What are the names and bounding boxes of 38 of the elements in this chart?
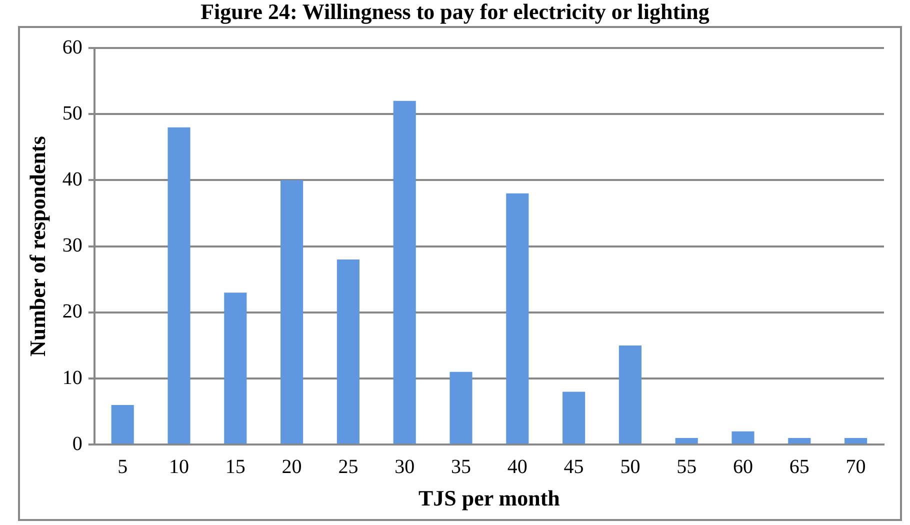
- x-axis-title: TJS per month: [418, 485, 560, 510]
- x-tick-label: 45: [564, 456, 584, 478]
- y-tick-label: 50: [62, 102, 82, 124]
- x-tick-label: 40: [507, 456, 528, 478]
- x-tick-label: 50: [620, 456, 640, 478]
- bar: [732, 431, 754, 444]
- bar: [618, 345, 642, 444]
- bar: [562, 392, 586, 444]
- x-tick-label: 15: [225, 456, 246, 478]
- bar: [224, 292, 247, 444]
- bar: [280, 180, 304, 444]
- x-tick-label: 35: [451, 456, 471, 478]
- bar: [450, 372, 472, 444]
- bar: [111, 404, 134, 444]
- bar: [844, 438, 868, 444]
- bar: [506, 193, 529, 444]
- y-tick-label: 10: [62, 366, 82, 389]
- bar: [675, 438, 698, 444]
- y-tick-label: 20: [62, 300, 82, 323]
- bar: [168, 127, 190, 444]
- y-tick-label: 40: [62, 168, 82, 190]
- bar: [336, 260, 360, 444]
- y-tick-label: 0: [72, 432, 82, 455]
- x-tick-label: 10: [169, 456, 189, 478]
- y-tick-label: 60: [62, 36, 82, 58]
- x-tick-label: 55: [676, 456, 697, 478]
- x-tick-label: 65: [789, 456, 810, 478]
- x-tick-label: 5: [118, 456, 128, 478]
- y-tick-label: 30: [62, 234, 82, 257]
- x-tick-label: 25: [338, 456, 358, 478]
- x-tick-label: 30: [394, 456, 415, 478]
- y-axis-title: Number of respondents: [24, 136, 50, 357]
- bar: [788, 438, 811, 444]
- bar: [393, 100, 416, 444]
- x-tick-label: 20: [282, 456, 302, 478]
- chart-title: Figure 24: Willingness to pay for electricity or lighting: [200, 0, 710, 24]
- x-tick-label: 70: [846, 456, 866, 478]
- x-tick-label: 60: [733, 456, 753, 478]
